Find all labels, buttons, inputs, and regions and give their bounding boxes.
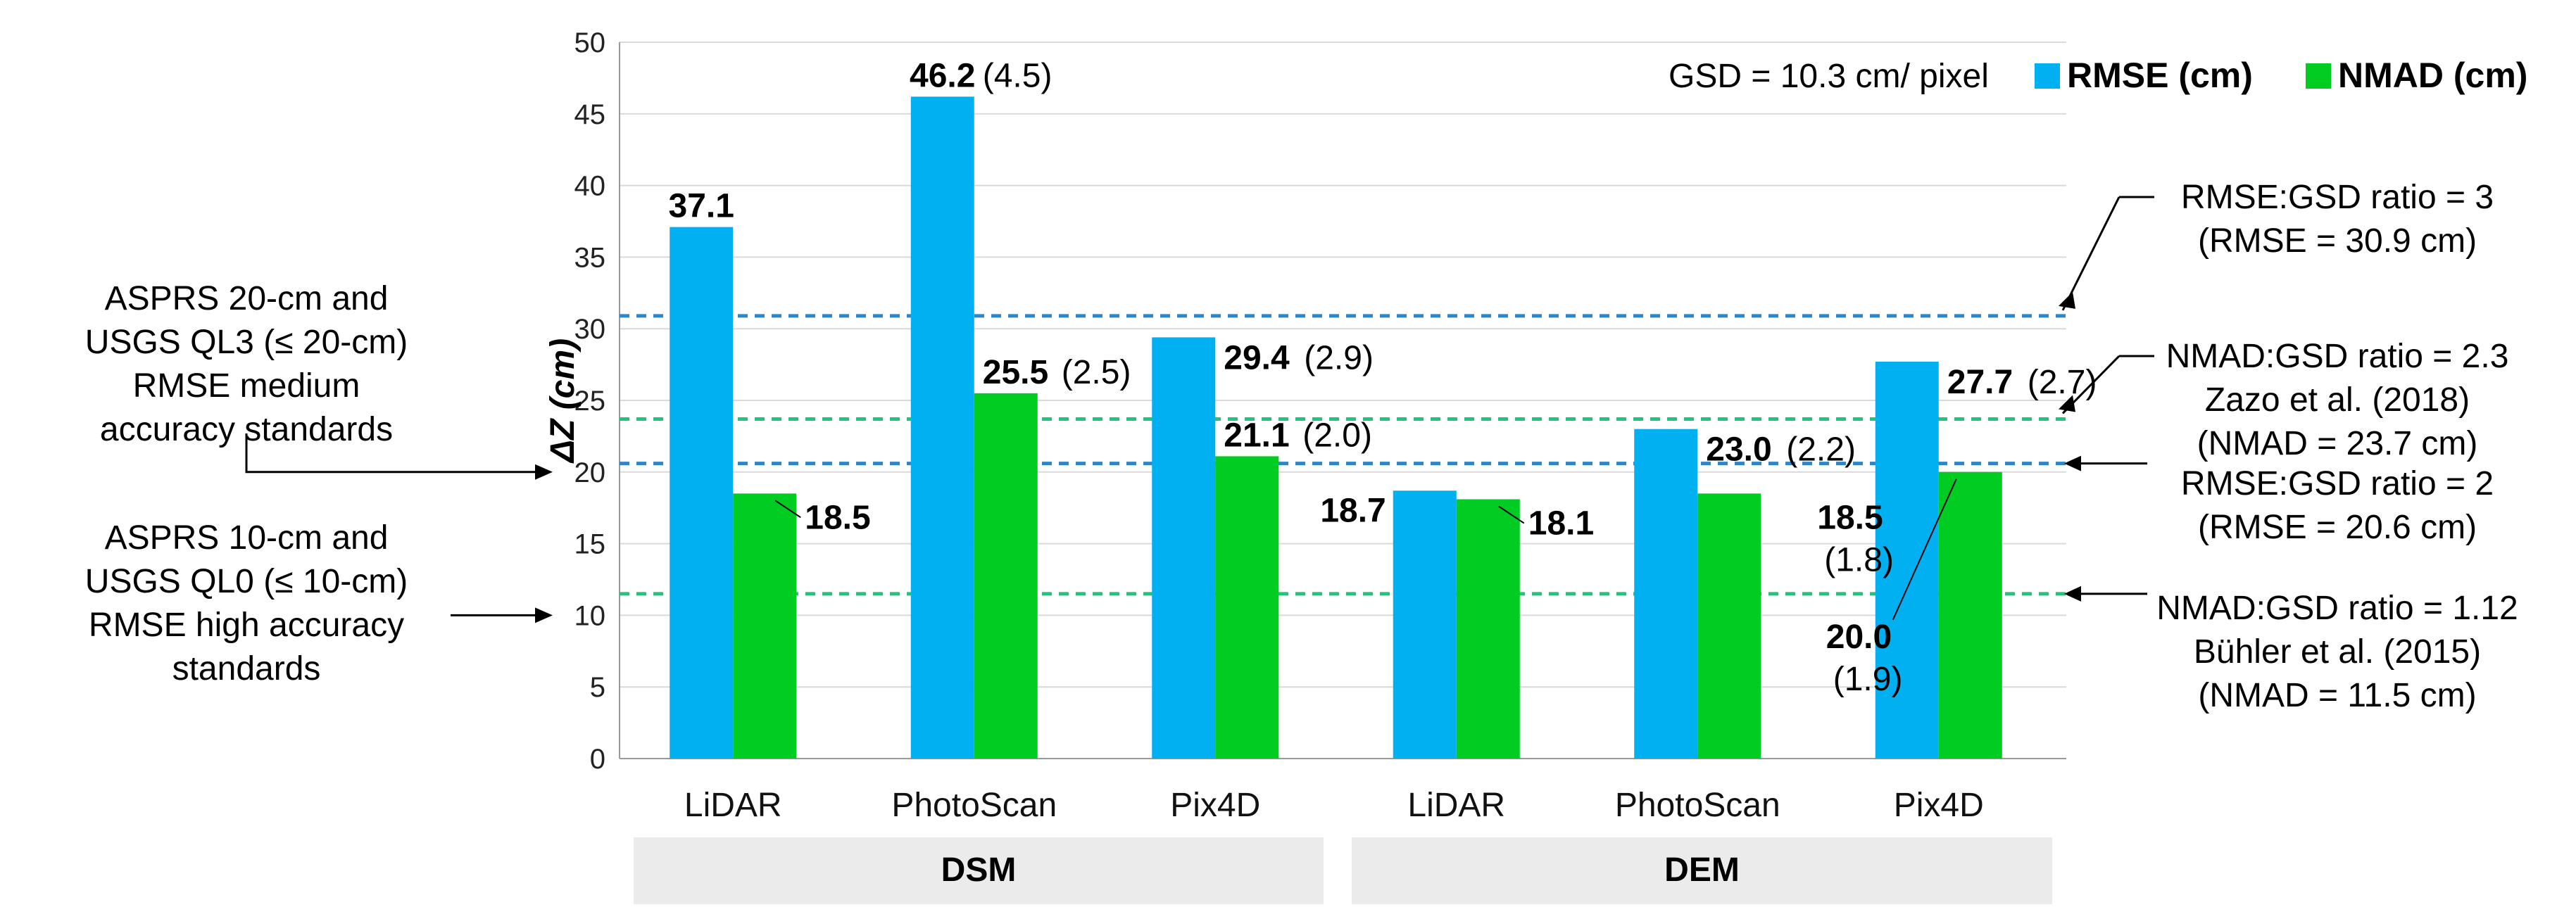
nmad-sub-label: (1.9): [1833, 661, 1903, 698]
rmse-value-label: 29.4: [1224, 339, 1290, 376]
legend-label: NMAD (cm): [2338, 56, 2527, 95]
y-tick-label: 15: [574, 529, 606, 560]
nmad-value-label: 25.5: [983, 354, 1048, 391]
y-axis-title: ΔZ (cm): [544, 338, 582, 464]
standard-annotation: USGS QL3 (≤ 20-cm): [85, 324, 408, 361]
bar: [1152, 337, 1216, 759]
leader-line: [1892, 478, 1957, 621]
nmad-sub-label: (2.0): [1302, 417, 1372, 454]
x-tick-label: PhotoScan: [891, 787, 1057, 824]
legend: GSD = 10.3 cm/ pixel RMSE (cm) NMAD (cm): [1669, 56, 2527, 95]
bar: [1393, 490, 1457, 759]
bar: [1215, 456, 1279, 759]
rmse-sub-label: (2.2): [1786, 431, 1856, 469]
reference-annotation: Bühler et al. (2015): [2194, 633, 2481, 671]
y-tick-label: 0: [590, 744, 605, 775]
x-tick-label: LiDAR: [1407, 787, 1505, 824]
standard-annotation: RMSE high accuracy: [89, 607, 404, 644]
group-band: [634, 837, 1324, 904]
nmad-value-label: 21.1: [1224, 417, 1289, 454]
reference-annotation: (NMAD = 23.7 cm): [2197, 425, 2478, 462]
y-tick-label: 5: [590, 672, 605, 703]
reference-lines: [620, 314, 2066, 596]
bar: [1456, 499, 1520, 759]
bar: [733, 493, 797, 759]
reference-annotation: RMSE:GSD ratio = 2: [2181, 465, 2494, 502]
reference-annotation: NMAD:GSD ratio = 2.3: [2166, 338, 2509, 375]
legend-label: RMSE (cm): [2067, 56, 2253, 95]
nmad-value-label: 20.0: [1826, 619, 1892, 656]
y-tick-label: 20: [574, 457, 606, 488]
arrow-head: [2059, 291, 2075, 309]
rmse-value-label: 37.1: [669, 188, 734, 225]
legend-swatch: [2306, 63, 2331, 89]
bars: [670, 96, 2002, 759]
group-band: [1352, 837, 2052, 904]
bar: [670, 227, 734, 759]
axes: 0 5 10 15 20 25 30 35 40 45 50 ΔZ (cm): [544, 27, 2066, 775]
standard-annotation: RMSE medium: [133, 367, 360, 405]
reference-annotation: RMSE:GSD ratio = 3: [2181, 179, 2494, 216]
arrow-head: [535, 607, 553, 623]
y-tick-label: 40: [574, 171, 606, 202]
rmse-sub-label: (2.9): [1304, 339, 1374, 376]
rmse-sub-label: (2.7): [2028, 364, 2097, 401]
arrow-head: [2064, 585, 2081, 602]
annotation-arrow: [245, 433, 542, 474]
annotations: RMSE:GSD ratio = 3 (RMSE = 30.9 cm) NMAD:G…: [85, 179, 2518, 714]
y-tick-label: 45: [574, 99, 606, 130]
bar: [974, 393, 1038, 759]
bar: [1697, 493, 1761, 759]
arrow-head: [2064, 455, 2081, 471]
y-tick-label: 10: [574, 600, 606, 631]
x-tick-label: LiDAR: [684, 787, 782, 824]
reference-annotation: (RMSE = 30.9 cm): [2198, 222, 2477, 260]
reference-annotation: NMAD:GSD ratio = 1.12: [2156, 590, 2518, 627]
x-tick-label: Pix4D: [1170, 787, 1260, 824]
reference-annotation: Zazo et al. (2018): [2205, 381, 2470, 419]
bar: [1938, 471, 2002, 759]
rmse-value-label: 46.2: [910, 57, 975, 94]
leader-line: [774, 500, 801, 519]
nmad-sub-label: (1.8): [1824, 541, 1894, 578]
rmse-value-label: 27.7: [1947, 364, 2013, 401]
reference-annotation: (RMSE = 20.6 cm): [2198, 509, 2477, 546]
arrow-head: [2059, 395, 2075, 412]
bar: [1634, 429, 1698, 759]
group-label: DSM: [941, 851, 1017, 889]
annotation-arrow: [2061, 196, 2121, 311]
standard-annotation: standards: [172, 650, 321, 687]
nmad-value-label: 18.5: [805, 499, 870, 536]
reference-annotation: (NMAD = 11.5 cm): [2198, 677, 2476, 714]
y-tick-label: 25: [574, 386, 606, 417]
gridlines: [620, 42, 2066, 688]
y-tick-label: 35: [574, 242, 606, 273]
gsd-note: GSD = 10.3 cm/ pixel: [1669, 58, 1989, 95]
x-tick-label: Pix4D: [1894, 787, 1984, 824]
y-tick-label: 30: [574, 314, 606, 345]
x-tick-label: PhotoScan: [1615, 787, 1780, 824]
data-labels: 37.1 46.2 (4.5) 29.4 (2.9) 18.7 23.0 (2.2) 27.7 (…: [669, 57, 2097, 697]
legend-swatch: [2035, 63, 2060, 89]
standard-annotation: ASPRS 10-cm and: [105, 519, 389, 557]
rmse-sub-label: (4.5): [983, 57, 1053, 94]
category-labels: LiDAR PhotoScan Pix4D LiDAR PhotoScan Pix4D DS…: [634, 787, 2052, 904]
leader-line: [1498, 505, 1525, 524]
nmad-value-label: 18.5: [1817, 499, 1883, 536]
y-tick-label: 50: [574, 27, 606, 58]
nmad-value-label: 18.1: [1528, 505, 1594, 542]
bar: [910, 96, 974, 759]
rmse-value-label: 23.0: [1706, 431, 1771, 469]
arrow-head: [535, 464, 553, 480]
rmse-value-label: 18.7: [1320, 492, 1386, 529]
standard-annotation: ASPRS 20-cm and: [105, 280, 389, 317]
group-label: DEM: [1664, 851, 1740, 889]
standard-annotation: USGS QL0 (≤ 10-cm): [85, 563, 408, 600]
bar: [1875, 362, 1939, 759]
nmad-sub-label: (2.5): [1062, 354, 1131, 391]
